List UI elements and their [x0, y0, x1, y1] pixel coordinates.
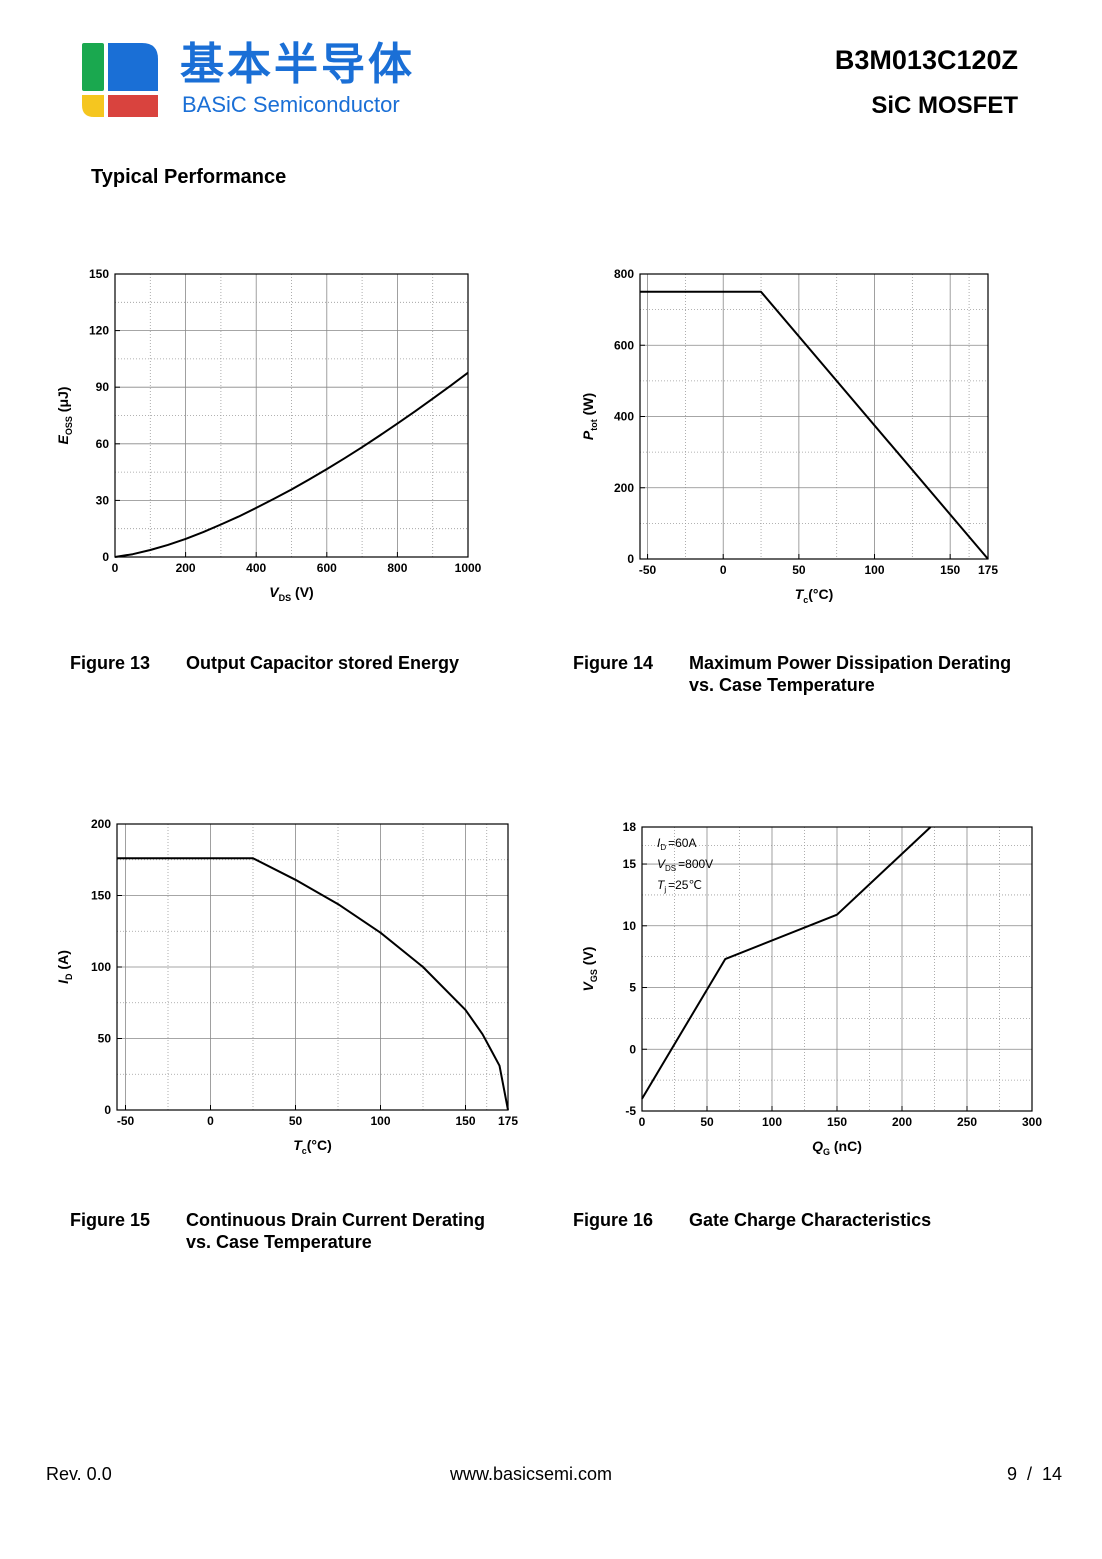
plot-frame: [641, 826, 1033, 1112]
y-tick-label: 800: [614, 267, 634, 281]
y-tick-label: 30: [96, 493, 110, 507]
y-tick-label: 0: [102, 550, 109, 564]
series-line: [117, 857, 509, 1111]
grid: [115, 274, 468, 557]
x-tick-label: 100: [370, 1114, 390, 1128]
y-tick-label: 600: [614, 338, 634, 352]
plot-frame: [116, 823, 509, 1111]
grid: [642, 827, 1032, 1111]
x-tick-label: -50: [639, 563, 657, 577]
x-tick-label: 50: [792, 563, 806, 577]
series-line: [641, 826, 932, 1100]
plot-frame: [114, 273, 469, 558]
x-tick-label: 175: [978, 563, 998, 577]
y-tick-label: 15: [623, 857, 637, 871]
condition-annotation: ID =60A: [657, 836, 696, 852]
x-tick-label: 50: [289, 1114, 303, 1128]
logo-chinese-text: 基本半导体: [180, 40, 415, 89]
x-tick-label: 0: [207, 1114, 214, 1128]
footer-revision: Rev. 0.0: [46, 1464, 112, 1484]
x-tick-label: -50: [117, 1114, 135, 1128]
logo-mark-icon: [82, 43, 158, 117]
y-tick-label: 200: [614, 481, 634, 495]
figure-title: Output Capacitor stored Energy: [186, 653, 460, 673]
chart-figure-16: 0 50 100 150 200 250 300 -5 0 5 10 15 18 QG (nC) VGS (…: [575, 812, 1055, 1167]
plot-frame: [639, 273, 989, 560]
y-tick-label: 50: [98, 1032, 112, 1046]
chart-svg-figure-15: -50 0 50 100 150 175 0 50 100 150 200 Tc(°C) ID (A): [55, 817, 518, 1156]
series-line: [640, 290, 989, 560]
y-tick-label: 60: [96, 437, 110, 451]
y-tick-label: 100: [91, 960, 111, 974]
condition-annotation: Tj =25℃: [657, 878, 702, 894]
x-tick-label: 175: [498, 1114, 518, 1128]
x-tick-label: 50: [700, 1115, 714, 1129]
chart-figure-14: -50 0 50 100 150 175 0 200 400 600 800 Tc(°C) Ptot (…: [575, 262, 1015, 617]
product-type: SiC MOSFET: [871, 92, 1018, 119]
x-tick-label: 1000: [455, 561, 482, 575]
y-tick-label: 0: [104, 1103, 111, 1117]
chart-figure-15: -50 0 50 100 150 175 0 50 100 150 200 Tc(°C) ID (A): [50, 812, 530, 1167]
logo-english-text: BASiC Semiconductor: [182, 92, 400, 117]
x-tick-label: 250: [957, 1115, 977, 1129]
x-tick-label: 300: [1022, 1115, 1042, 1129]
y-axis-label: EOSS (μJ): [55, 387, 74, 445]
x-tick-label: 200: [892, 1115, 912, 1129]
x-tick-label: 400: [246, 561, 266, 575]
y-axis-label: VGS (V): [580, 947, 599, 992]
section-title: Typical Performance: [91, 166, 287, 188]
y-axis-label: ID (A): [55, 950, 74, 984]
figure-number: Figure 14: [573, 653, 654, 673]
y-tick-label: 150: [89, 267, 109, 281]
footer-page-number: 9 / 14: [1006, 1464, 1062, 1484]
figure-title: Maximum Power Dissipation Derating vs. C…: [689, 653, 1012, 695]
y-tick-label: 200: [91, 817, 111, 831]
figure-title: Continuous Drain Current Derating vs. Ca…: [186, 1210, 486, 1252]
y-tick-label: 90: [96, 380, 110, 394]
chart-svg-figure-13: 0 200 400 600 800 1000 0 30 60 90 120 150 VDS (V) EOS…: [55, 267, 482, 603]
y-tick-label: 10: [623, 919, 637, 933]
x-tick-label: 800: [387, 561, 407, 575]
condition-annotation: VDS =800V: [657, 857, 713, 873]
y-tick-label: -5: [625, 1104, 636, 1118]
figure-number: Figure 13: [70, 653, 151, 673]
grid: [117, 824, 508, 1110]
y-axis-label: Ptot (W): [580, 393, 599, 440]
x-tick-label: 100: [762, 1115, 782, 1129]
figure-number: Figure 16: [573, 1210, 654, 1230]
footer-website[interactable]: www.basicsemi.com: [450, 1464, 613, 1484]
x-tick-label: 150: [455, 1114, 475, 1128]
x-tick-label: 0: [639, 1115, 646, 1129]
x-axis-label: Tc(°C): [293, 1137, 332, 1156]
y-tick-label: 18: [623, 820, 637, 834]
y-tick-label: 150: [91, 889, 111, 903]
grid: [640, 274, 988, 559]
x-tick-label: 600: [317, 561, 337, 575]
x-tick-label: 100: [865, 563, 885, 577]
x-tick-label: 150: [827, 1115, 847, 1129]
chart-figure-13: 0 200 400 600 800 1000 0 30 60 90 120 150 VDS (V) EOS…: [50, 262, 490, 617]
y-tick-label: 0: [627, 552, 634, 566]
chart-svg-figure-14: -50 0 50 100 150 175 0 200 400 600 800 Tc(°C) Ptot (…: [580, 267, 998, 605]
x-tick-label: 0: [112, 561, 119, 575]
y-tick-label: 120: [89, 324, 109, 338]
series-line: [114, 371, 469, 558]
x-axis-label: QG (nC): [812, 1138, 862, 1157]
x-axis-label: VDS (V): [269, 584, 313, 603]
x-tick-label: 200: [176, 561, 196, 575]
y-tick-label: 400: [614, 410, 634, 424]
y-tick-label: 5: [629, 981, 636, 995]
part-number: B3M013C120Z: [834, 45, 1018, 75]
figure-title: Gate Charge Characteristics: [689, 1210, 932, 1230]
y-tick-label: 0: [629, 1042, 636, 1056]
figure-number: Figure 15: [70, 1210, 151, 1230]
x-tick-label: 0: [720, 563, 727, 577]
x-axis-label: Tc(°C): [795, 586, 834, 605]
x-tick-label: 150: [940, 563, 960, 577]
